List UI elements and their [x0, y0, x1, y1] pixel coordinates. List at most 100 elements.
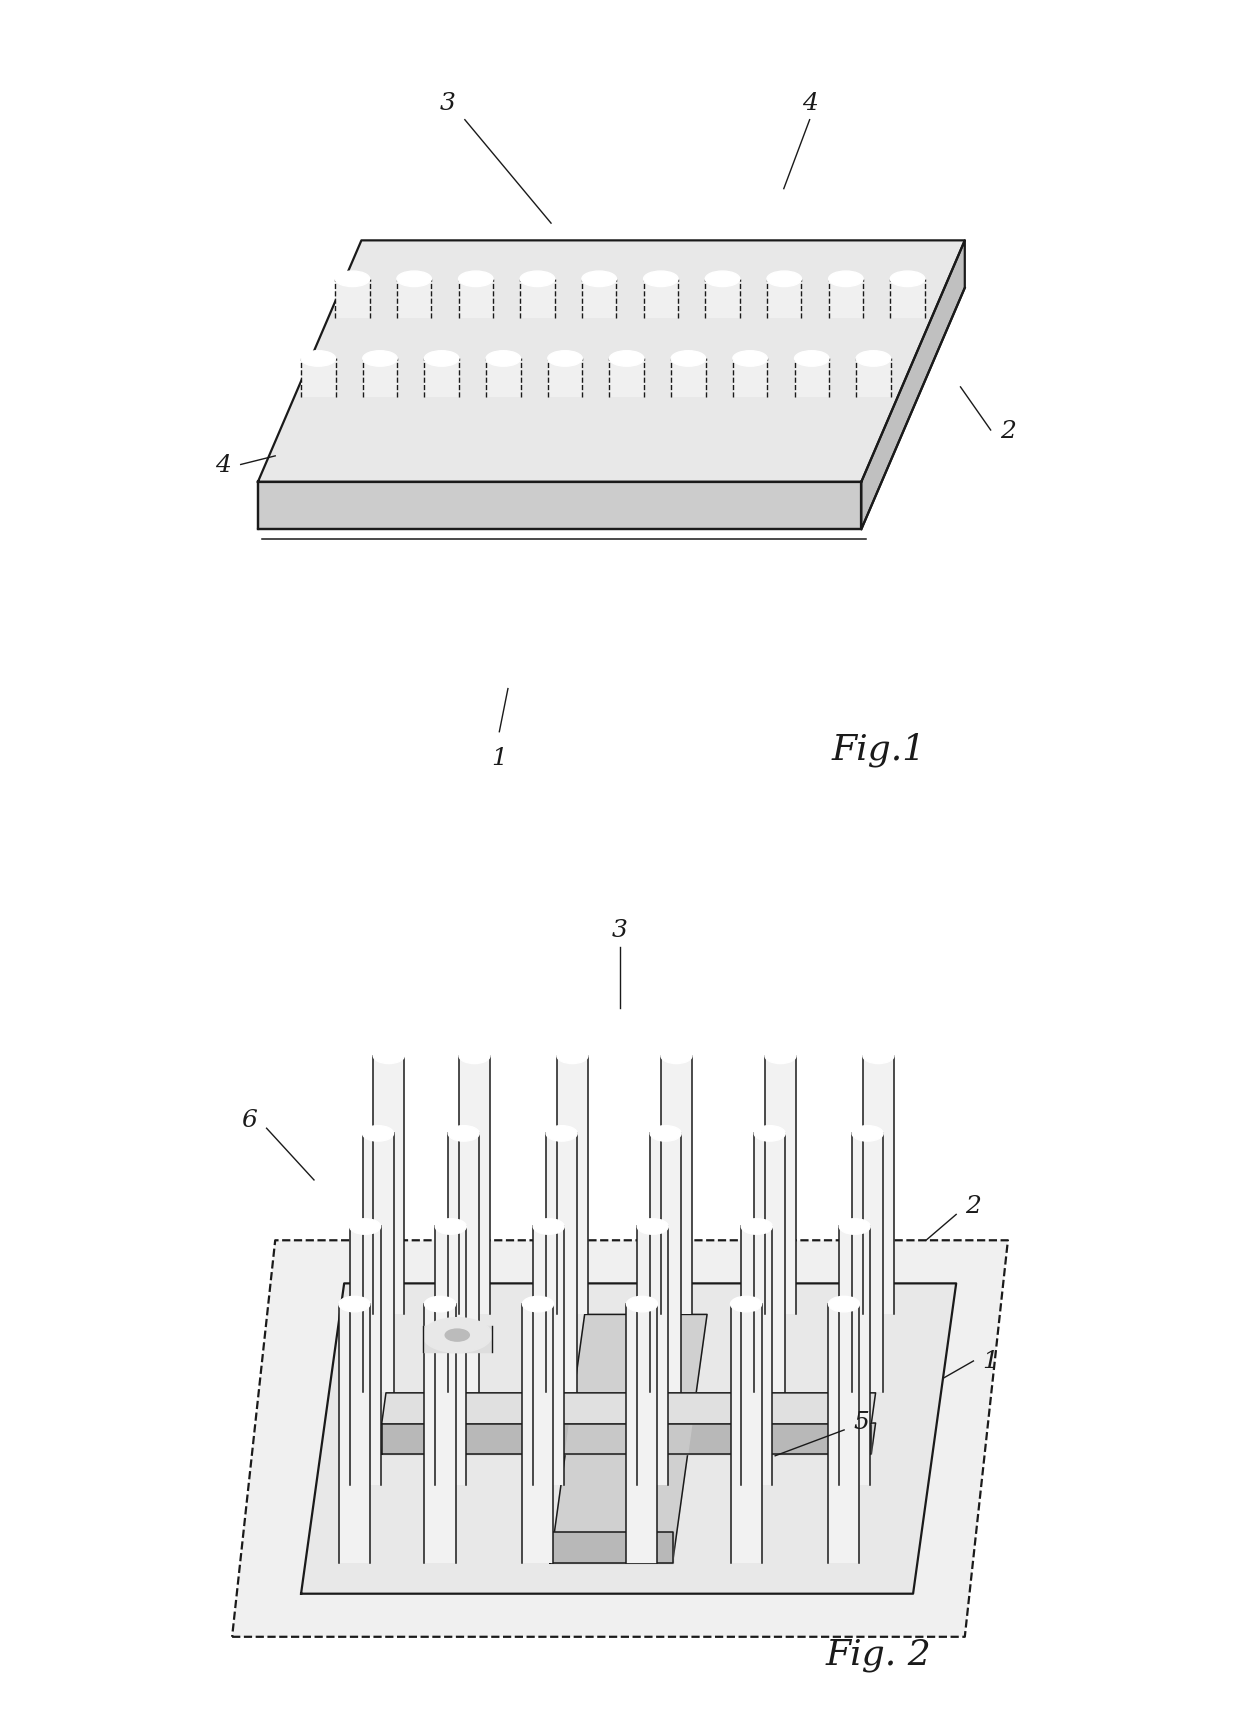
Polygon shape — [232, 1241, 1008, 1637]
Polygon shape — [610, 360, 644, 398]
Text: 3: 3 — [613, 918, 627, 942]
Polygon shape — [839, 1227, 870, 1485]
Ellipse shape — [546, 1127, 577, 1142]
Ellipse shape — [852, 1127, 883, 1142]
Ellipse shape — [521, 272, 554, 288]
Polygon shape — [828, 279, 863, 319]
Polygon shape — [551, 1315, 707, 1563]
Polygon shape — [362, 1134, 393, 1392]
Polygon shape — [486, 360, 521, 398]
Ellipse shape — [795, 351, 830, 367]
Polygon shape — [828, 1304, 859, 1563]
Ellipse shape — [435, 1220, 466, 1234]
Ellipse shape — [890, 272, 925, 288]
Ellipse shape — [671, 351, 706, 367]
Polygon shape — [258, 482, 862, 531]
Text: 4: 4 — [802, 91, 817, 115]
Polygon shape — [650, 1134, 681, 1392]
Ellipse shape — [610, 351, 644, 367]
Polygon shape — [626, 1304, 657, 1563]
Ellipse shape — [765, 1048, 796, 1065]
Polygon shape — [301, 360, 336, 398]
Ellipse shape — [301, 351, 336, 367]
Ellipse shape — [373, 1048, 404, 1065]
Ellipse shape — [626, 1296, 657, 1313]
Polygon shape — [754, 1134, 785, 1392]
Ellipse shape — [856, 351, 890, 367]
Polygon shape — [258, 241, 965, 482]
Polygon shape — [448, 1134, 479, 1392]
Polygon shape — [852, 1134, 883, 1392]
Polygon shape — [765, 1056, 796, 1315]
Ellipse shape — [706, 272, 740, 288]
Ellipse shape — [557, 1048, 588, 1065]
Polygon shape — [565, 1423, 692, 1454]
Ellipse shape — [486, 351, 521, 367]
Polygon shape — [522, 1304, 553, 1563]
Polygon shape — [424, 1304, 455, 1563]
Text: 4: 4 — [216, 453, 232, 477]
Ellipse shape — [548, 351, 583, 367]
Polygon shape — [661, 1056, 692, 1315]
Polygon shape — [637, 1227, 668, 1485]
Ellipse shape — [424, 351, 459, 367]
Text: 3: 3 — [440, 91, 455, 115]
Ellipse shape — [863, 1048, 894, 1065]
Polygon shape — [373, 1056, 404, 1315]
Polygon shape — [671, 360, 706, 398]
Ellipse shape — [839, 1220, 870, 1234]
Text: Fig. 2: Fig. 2 — [826, 1637, 931, 1671]
Polygon shape — [397, 279, 432, 319]
Polygon shape — [363, 360, 397, 398]
Ellipse shape — [459, 272, 494, 288]
Ellipse shape — [754, 1127, 785, 1142]
Ellipse shape — [363, 351, 397, 367]
Polygon shape — [459, 1056, 490, 1315]
Ellipse shape — [742, 1220, 773, 1234]
Ellipse shape — [522, 1296, 553, 1313]
Ellipse shape — [350, 1220, 381, 1234]
Polygon shape — [339, 1304, 370, 1563]
Ellipse shape — [339, 1296, 370, 1313]
Ellipse shape — [768, 272, 801, 288]
Polygon shape — [862, 241, 965, 531]
Ellipse shape — [533, 1220, 564, 1234]
Polygon shape — [730, 1304, 761, 1563]
Polygon shape — [733, 360, 768, 398]
Polygon shape — [382, 1392, 875, 1423]
Text: 5: 5 — [853, 1409, 869, 1434]
Ellipse shape — [335, 272, 370, 288]
Polygon shape — [335, 279, 370, 319]
Ellipse shape — [424, 1296, 455, 1313]
Polygon shape — [557, 1056, 588, 1315]
Ellipse shape — [733, 351, 768, 367]
Polygon shape — [768, 279, 801, 319]
Polygon shape — [551, 1533, 672, 1563]
Ellipse shape — [828, 272, 863, 288]
Polygon shape — [548, 360, 583, 398]
Polygon shape — [546, 1134, 577, 1392]
Ellipse shape — [828, 1296, 859, 1313]
Polygon shape — [533, 1227, 564, 1485]
Polygon shape — [423, 1327, 492, 1353]
Ellipse shape — [730, 1296, 761, 1313]
Polygon shape — [350, 1227, 381, 1485]
Text: 6: 6 — [242, 1108, 257, 1132]
Ellipse shape — [661, 1048, 692, 1065]
Polygon shape — [382, 1423, 872, 1454]
Polygon shape — [644, 279, 678, 319]
Polygon shape — [706, 279, 740, 319]
Ellipse shape — [362, 1127, 393, 1142]
Ellipse shape — [650, 1127, 681, 1142]
Ellipse shape — [637, 1220, 668, 1234]
Text: 1: 1 — [983, 1349, 998, 1373]
Ellipse shape — [448, 1127, 479, 1142]
Polygon shape — [795, 360, 830, 398]
Text: 1: 1 — [491, 746, 507, 770]
Text: 2: 2 — [999, 419, 1016, 443]
Ellipse shape — [644, 272, 678, 288]
Polygon shape — [382, 1423, 875, 1454]
Polygon shape — [742, 1227, 773, 1485]
Polygon shape — [863, 1056, 894, 1315]
Text: 2: 2 — [966, 1194, 981, 1218]
